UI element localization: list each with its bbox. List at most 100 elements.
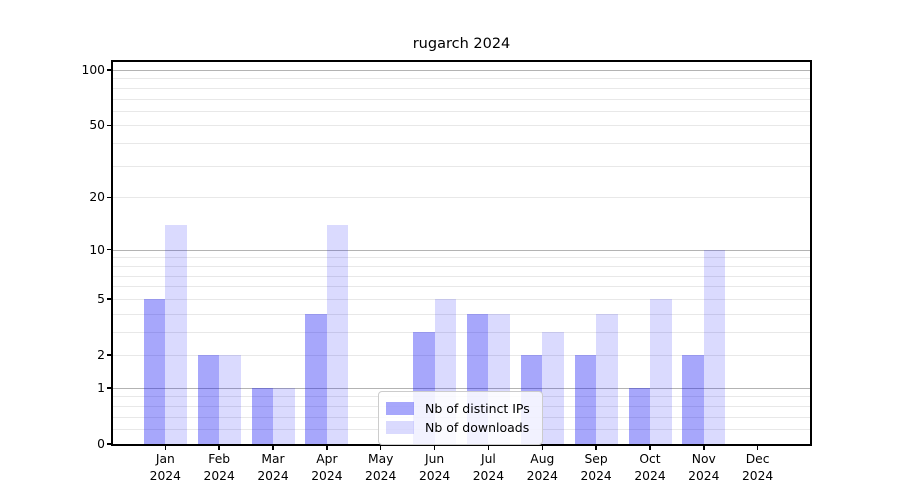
gridline-minor: [113, 165, 810, 167]
x-tick-month: Jul: [480, 452, 496, 466]
y-tick-mark: [107, 69, 111, 71]
x-tick-year: 2024: [688, 468, 720, 483]
legend-item-distinct-ips: Nb of distinct IPs: [386, 400, 530, 417]
x-tick-year: 2024: [311, 468, 343, 483]
x-tick-month: May: [367, 452, 394, 466]
legend-label-downloads: Nb of downloads: [425, 420, 530, 435]
x-tick-label: May 2024: [348, 451, 414, 484]
x-tick-label: Jul 2024: [455, 451, 521, 484]
bar-downloads-aug: [542, 331, 564, 444]
x-tick-month: Nov: [691, 452, 716, 466]
y-tick-label: 20: [89, 190, 105, 205]
gridline-minor: [113, 110, 810, 112]
bar-downloads-mar: [273, 387, 295, 444]
x-tick-year: 2024: [257, 468, 289, 483]
bar-downloads-jan: [165, 224, 187, 444]
x-tick-mark: [756, 446, 759, 450]
x-tick-mark: [379, 446, 382, 450]
x-tick-label: Sep 2024: [563, 451, 629, 484]
x-tick-mark: [272, 446, 274, 450]
y-tick-label: 0: [97, 437, 105, 451]
gridline-major: [113, 70, 810, 71]
x-tick-label: Oct 2024: [617, 451, 683, 484]
gridline-minor: [113, 125, 810, 127]
x-tick-year: 2024: [418, 468, 451, 483]
legend-label-distinct-ips: Nb of distinct IPs: [425, 401, 530, 416]
y-tick-mark: [107, 248, 111, 251]
y-tick-mark: [107, 354, 111, 356]
bar-distinct-ips-feb: [197, 355, 220, 444]
x-tick-month: Jun: [424, 452, 445, 466]
x-tick-label: Feb 2024: [186, 451, 252, 484]
x-tick-year: 2024: [526, 468, 558, 483]
x-tick-month: Apr: [316, 452, 338, 466]
legend: Nb of distinct IPs Nb of downloads: [378, 391, 543, 445]
bar-distinct-ips-mar: [251, 387, 273, 444]
x-tick-label: Apr 2024: [294, 451, 360, 484]
bar-distinct-ips-sep: [574, 355, 597, 444]
bar-downloads-feb: [219, 355, 241, 444]
legend-item-downloads: Nb of downloads: [386, 419, 530, 436]
x-tick-year: 2024: [472, 468, 505, 483]
x-tick-year: 2024: [741, 468, 774, 483]
chart-title: rugarch 2024: [412, 36, 511, 52]
x-tick-mark: [218, 446, 220, 450]
x-tick-month: Feb: [208, 452, 231, 466]
legend-swatch-distinct-ips: [386, 402, 414, 415]
y-tick-label: 100: [81, 63, 105, 77]
y-tick-label: 50: [89, 118, 105, 133]
bar-distinct-ips-oct: [628, 387, 650, 444]
x-tick-month: Aug: [530, 452, 555, 466]
y-tick-mark: [107, 298, 111, 300]
gridline-minor: [113, 197, 810, 199]
x-tick-mark: [326, 446, 328, 450]
bar-downloads-oct: [650, 298, 672, 444]
gridline-minor: [113, 355, 810, 356]
x-tick-mark: [703, 446, 705, 450]
x-tick-month: Mar: [261, 452, 285, 466]
y-tick-mark: [107, 387, 111, 389]
gridline-minor: [113, 98, 810, 100]
x-tick-mark: [433, 446, 436, 450]
x-tick-month: Oct: [639, 452, 661, 466]
legend-swatch-downloads: [386, 421, 414, 434]
x-tick-year: 2024: [365, 468, 397, 483]
bar-distinct-ips-apr: [305, 313, 327, 444]
x-tick-month: Jan: [155, 452, 175, 466]
x-tick-year: 2024: [203, 468, 235, 483]
plot-area: [107, 60, 812, 450]
y-tick-mark: [107, 124, 111, 127]
y-tick-label: 2: [97, 348, 105, 362]
x-tick-year: 2024: [149, 468, 181, 483]
bar-downloads-sep: [596, 313, 618, 444]
x-tick-month: Dec: [745, 452, 770, 466]
gridline-minor: [113, 78, 810, 80]
gridline-minor: [113, 286, 810, 288]
gridline-minor: [113, 275, 810, 277]
y-tick-label: 10: [89, 242, 105, 257]
x-tick-label: Jun 2024: [402, 451, 468, 484]
gridline-minor: [113, 87, 810, 89]
x-tick-label: Dec 2024: [725, 451, 791, 484]
gridline-minor: [113, 331, 810, 333]
x-tick-label: Jan 2024: [132, 451, 198, 484]
x-tick-label: Nov 2024: [671, 451, 737, 484]
x-tick-month: Sep: [584, 452, 608, 466]
bar-distinct-ips-jan: [143, 298, 166, 444]
y-tick-label: 1: [97, 380, 105, 395]
x-tick-label: Mar 2024: [240, 451, 306, 484]
x-tick-mark: [164, 446, 166, 450]
x-tick-year: 2024: [634, 468, 666, 483]
x-tick-mark: [595, 446, 597, 450]
x-tick-mark: [487, 446, 490, 450]
gridline-major: [113, 249, 810, 251]
gridline-minor: [113, 143, 810, 145]
gridline-minor: [113, 265, 810, 267]
gridline-major: [113, 387, 810, 389]
y-tick-mark: [107, 443, 111, 445]
gridline-minor: [113, 298, 810, 300]
x-tick-label: Aug 2024: [509, 451, 575, 484]
bar-downloads-apr: [326, 224, 349, 444]
gridline-minor: [113, 313, 810, 315]
